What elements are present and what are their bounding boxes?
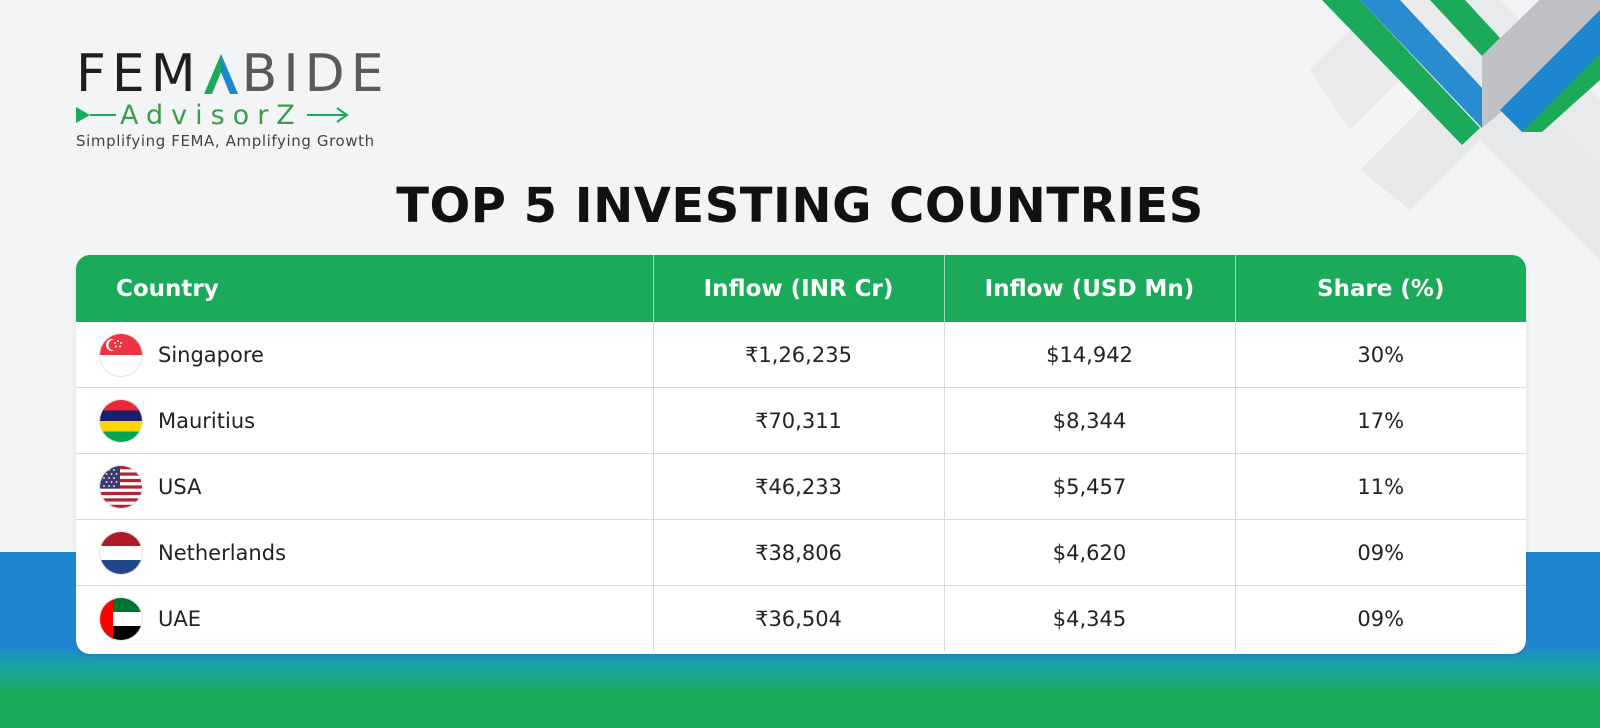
country-name: Netherlands (158, 540, 287, 565)
cell-country: UAE (76, 585, 654, 651)
cell-inflow-usd: $5,457 (944, 453, 1236, 520)
header-row: Country Inflow (INR Cr) Inflow (USD Mn) … (76, 255, 1526, 322)
logo-a-icon (203, 54, 238, 94)
cell-inflow-inr: ₹1,26,235 (653, 322, 945, 388)
logo-wordmark: FEM BIDE (76, 44, 396, 104)
logo-tagline: Simplifying FEMA, Amplifying Growth (76, 132, 375, 150)
singapore-flag-icon (100, 333, 142, 376)
country-name: Mauritius (158, 408, 256, 433)
logo-left-arrow-icon (76, 107, 116, 123)
cell-inflow-inr: ₹36,504 (653, 585, 945, 651)
usa-flag-icon (100, 465, 142, 508)
investing-countries-table: Country Inflow (INR Cr) Inflow (USD Mn) … (76, 255, 1526, 651)
header-inflow-inr: Inflow (INR Cr) (653, 255, 945, 322)
cell-share: 09% (1357, 606, 1405, 631)
cell-inflow-usd: $4,620 (944, 519, 1236, 586)
table-row: USA ₹46,233 $5,457 11% (76, 453, 1526, 520)
logo-sub-text: AdvisorZ (120, 99, 303, 131)
table-body: Singapore ₹1,26,235 $14,942 30% Mauritiu… (76, 322, 1526, 651)
country-wrap: UAE (76, 597, 653, 640)
country-name: USA (158, 474, 202, 499)
country-wrap: Netherlands (76, 531, 653, 574)
logo-right-arrow-icon (306, 107, 349, 123)
country-name: UAE (158, 606, 202, 631)
country-name: Singapore (158, 342, 264, 367)
page-title: TOP 5 INVESTING COUNTRIES (396, 178, 1204, 234)
brand-logo: FEM BIDE AdvisorZ Simplifying FEMA, Ampl… (76, 44, 396, 150)
logo-word-prefix: FEM (76, 44, 202, 104)
cell-share: 11% (1235, 453, 1526, 520)
netherlands-flag-icon (100, 531, 142, 574)
cell-inflow-usd: $8,344 (944, 387, 1236, 454)
cell-inflow-inr: ₹38,806 (653, 519, 945, 586)
cell-country: Mauritius (76, 387, 654, 454)
logo-word-suffix: BIDE (241, 44, 390, 104)
cell-inflow-usd: $14,942 (944, 322, 1236, 388)
cell-share: 09% (1235, 519, 1526, 586)
cell-inflow-usd: $4,345 (944, 585, 1236, 651)
cell-share: 30% (1235, 322, 1526, 388)
table-row: Netherlands ₹38,806 $4,620 09% (76, 519, 1526, 586)
cell-country: USA (76, 453, 654, 520)
data-table-card: Country Inflow (INR Cr) Inflow (USD Mn) … (76, 255, 1526, 654)
table-row: Mauritius ₹70,311 $8,344 17% (76, 387, 1526, 454)
cell-country: Netherlands (76, 519, 654, 586)
table-row: UAE ₹36,504 $4,345 09% (76, 585, 1526, 651)
country-wrap: Singapore (76, 333, 653, 376)
country-wrap: Mauritius (76, 399, 653, 442)
country-wrap: USA (76, 465, 653, 508)
logo-subline: AdvisorZ (76, 99, 396, 131)
cell-country: Singapore (76, 322, 654, 388)
header-country: Country (76, 255, 654, 322)
mauritius-flag-icon (100, 399, 142, 442)
table-header: Country Inflow (INR Cr) Inflow (USD Mn) … (76, 255, 1526, 322)
header-share: Share (%) (1235, 255, 1526, 322)
table-row: Singapore ₹1,26,235 $14,942 30% (76, 322, 1526, 388)
cell-share: 17% (1235, 387, 1526, 454)
uae-flag-icon (100, 597, 142, 640)
cell-inflow-inr: ₹70,311 (653, 387, 945, 454)
corner-chevron-decoration (1310, 0, 1600, 260)
header-inflow-usd: Inflow (USD Mn) (944, 255, 1236, 322)
cell-inflow-inr: ₹46,233 (653, 453, 945, 520)
